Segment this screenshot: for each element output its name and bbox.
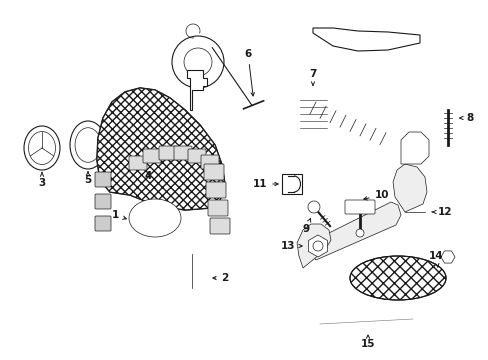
FancyBboxPatch shape bbox=[187, 149, 205, 163]
Text: 3: 3 bbox=[38, 172, 45, 188]
Text: 13: 13 bbox=[280, 241, 302, 251]
Ellipse shape bbox=[349, 256, 445, 300]
FancyBboxPatch shape bbox=[142, 149, 161, 163]
Polygon shape bbox=[440, 251, 454, 263]
FancyBboxPatch shape bbox=[205, 182, 225, 198]
Text: 10: 10 bbox=[363, 190, 388, 200]
Text: 7: 7 bbox=[309, 69, 316, 85]
Polygon shape bbox=[97, 88, 224, 210]
Text: 8: 8 bbox=[459, 113, 473, 123]
Text: 4: 4 bbox=[144, 171, 151, 181]
Polygon shape bbox=[400, 132, 428, 164]
Polygon shape bbox=[308, 235, 327, 257]
FancyBboxPatch shape bbox=[201, 155, 219, 169]
Circle shape bbox=[355, 229, 363, 237]
FancyBboxPatch shape bbox=[203, 164, 224, 180]
Polygon shape bbox=[186, 70, 206, 110]
Text: 9: 9 bbox=[302, 219, 310, 234]
FancyBboxPatch shape bbox=[345, 200, 374, 214]
FancyBboxPatch shape bbox=[129, 156, 147, 170]
Text: 12: 12 bbox=[431, 207, 451, 217]
Text: 5: 5 bbox=[84, 172, 91, 185]
Text: 6: 6 bbox=[244, 49, 254, 96]
Polygon shape bbox=[312, 28, 419, 51]
Text: 15: 15 bbox=[360, 335, 374, 349]
Polygon shape bbox=[307, 202, 400, 260]
FancyBboxPatch shape bbox=[174, 146, 192, 160]
FancyBboxPatch shape bbox=[95, 172, 111, 187]
FancyBboxPatch shape bbox=[207, 200, 227, 216]
Polygon shape bbox=[392, 164, 426, 212]
FancyBboxPatch shape bbox=[95, 216, 111, 231]
FancyBboxPatch shape bbox=[209, 218, 229, 234]
Polygon shape bbox=[296, 224, 330, 268]
Text: 14: 14 bbox=[428, 251, 443, 267]
Text: 1: 1 bbox=[111, 210, 126, 220]
Circle shape bbox=[307, 201, 319, 213]
FancyBboxPatch shape bbox=[282, 174, 302, 194]
Text: 2: 2 bbox=[212, 273, 228, 283]
FancyBboxPatch shape bbox=[95, 194, 111, 209]
Ellipse shape bbox=[129, 199, 181, 237]
Text: 11: 11 bbox=[252, 179, 278, 189]
FancyBboxPatch shape bbox=[159, 146, 177, 160]
Polygon shape bbox=[97, 88, 224, 210]
